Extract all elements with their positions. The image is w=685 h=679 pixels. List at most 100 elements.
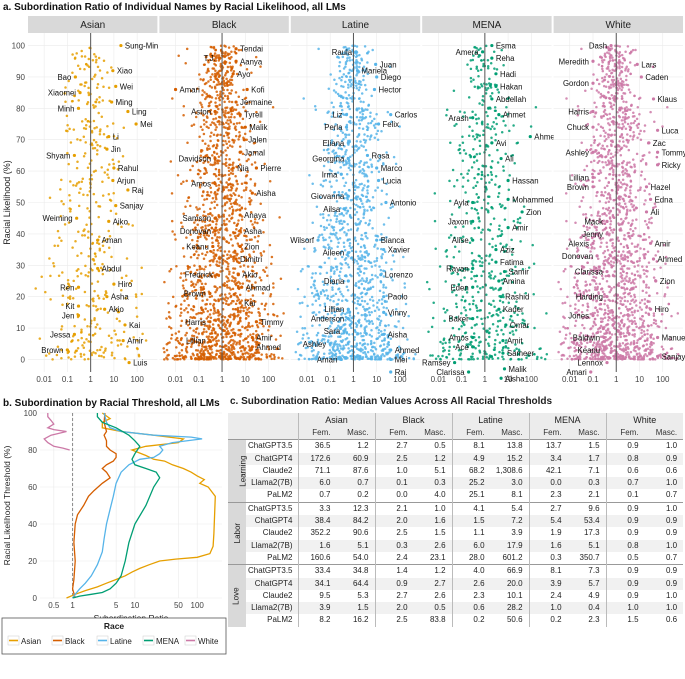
name-point <box>347 83 350 86</box>
name-point <box>314 293 317 296</box>
name-point <box>513 291 517 294</box>
name-point <box>234 52 238 55</box>
name-point <box>347 347 350 350</box>
name-point <box>212 46 216 50</box>
name-point <box>367 310 371 314</box>
name-point <box>357 280 360 283</box>
panel-a-xtick: 0.1 <box>456 375 468 384</box>
name-point <box>327 160 330 164</box>
name-point <box>359 169 362 173</box>
labeled-point <box>103 307 107 311</box>
name-point <box>638 306 642 309</box>
name-point <box>200 105 204 109</box>
name-point <box>246 335 250 338</box>
name-point <box>366 72 370 76</box>
name-point <box>369 111 372 115</box>
name-point <box>238 130 241 134</box>
labeled-point <box>471 285 475 289</box>
name-point <box>385 294 388 298</box>
name-point <box>337 147 340 150</box>
name-point <box>385 300 388 303</box>
name-point <box>168 325 171 329</box>
name-point <box>344 312 347 316</box>
name-point <box>207 335 211 338</box>
name-point <box>233 234 237 238</box>
name-point <box>515 300 518 304</box>
name-point <box>364 221 367 225</box>
name-point <box>82 346 86 350</box>
name-point <box>499 242 502 245</box>
name-point <box>347 166 351 170</box>
name-point <box>497 91 501 94</box>
name-point <box>294 350 298 354</box>
name-point <box>223 94 227 98</box>
name-point <box>94 55 98 58</box>
name-point <box>208 147 211 151</box>
name-point <box>513 311 516 315</box>
name-point <box>218 103 221 107</box>
name-point <box>195 312 198 316</box>
name-point <box>322 316 326 320</box>
name-point <box>337 241 340 245</box>
name-point <box>226 97 230 100</box>
name-point <box>374 264 377 267</box>
name-point <box>276 314 279 318</box>
name-point <box>250 311 253 315</box>
name-point <box>341 354 344 357</box>
name-point <box>355 260 358 263</box>
name-point <box>349 85 353 88</box>
name-point <box>243 326 247 330</box>
labeled-point <box>471 345 475 349</box>
name-point <box>178 342 182 345</box>
name-point <box>480 257 483 260</box>
point-label: Hakan <box>500 82 523 91</box>
name-point <box>200 148 203 152</box>
name-point <box>493 346 497 349</box>
name-point <box>624 187 628 190</box>
name-point <box>232 271 235 274</box>
name-point <box>259 252 263 255</box>
name-point <box>477 290 480 294</box>
name-point <box>378 335 381 338</box>
name-point <box>355 115 359 119</box>
name-point <box>323 261 327 264</box>
name-point <box>358 268 361 271</box>
name-point <box>169 160 173 163</box>
name-point <box>344 181 348 184</box>
name-point <box>486 123 489 126</box>
name-point <box>477 48 480 52</box>
name-point <box>213 285 216 288</box>
name-point <box>358 126 361 130</box>
name-point <box>217 339 220 342</box>
name-point <box>623 202 627 206</box>
labeled-point <box>72 332 77 336</box>
name-point <box>253 236 257 239</box>
labeled-point <box>250 335 254 340</box>
name-point <box>340 84 343 88</box>
panel-a-ytick: 40 <box>16 230 25 239</box>
name-point <box>449 233 453 237</box>
name-point <box>92 351 95 354</box>
name-point <box>80 336 83 340</box>
name-point <box>252 250 256 254</box>
name-point <box>70 339 74 343</box>
name-point <box>366 128 369 131</box>
name-point <box>201 331 204 335</box>
name-point <box>240 48 243 52</box>
name-point <box>235 122 239 125</box>
name-point <box>95 86 99 90</box>
name-point <box>179 314 182 317</box>
point-label: Weiming <box>42 214 72 223</box>
name-point <box>219 90 222 93</box>
name-point <box>328 325 332 328</box>
name-point <box>200 282 204 285</box>
name-point <box>234 251 237 255</box>
name-point <box>361 238 364 241</box>
name-point <box>603 75 607 79</box>
name-point <box>481 322 484 326</box>
name-point <box>382 291 385 294</box>
name-point <box>227 116 231 119</box>
name-point <box>334 91 338 94</box>
name-point <box>629 302 632 306</box>
name-point <box>186 141 189 145</box>
